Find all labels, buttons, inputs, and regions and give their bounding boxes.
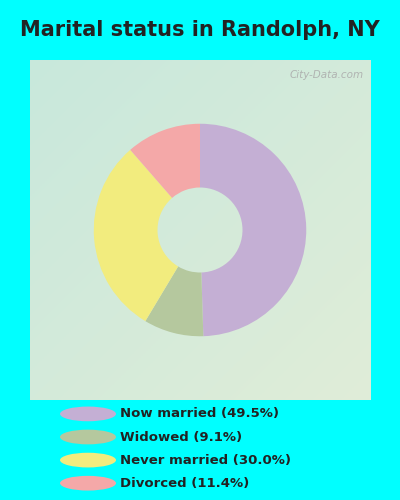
Wedge shape	[200, 124, 306, 336]
Wedge shape	[145, 266, 203, 336]
Text: Widowed (9.1%): Widowed (9.1%)	[120, 430, 242, 444]
Circle shape	[60, 476, 116, 490]
Wedge shape	[130, 124, 200, 198]
Wedge shape	[94, 150, 178, 321]
Circle shape	[60, 406, 116, 421]
Text: City-Data.com: City-Data.com	[289, 70, 363, 80]
Text: Now married (49.5%): Now married (49.5%)	[120, 408, 279, 420]
Text: Divorced (11.4%): Divorced (11.4%)	[120, 476, 249, 490]
Circle shape	[60, 453, 116, 468]
Text: Marital status in Randolph, NY: Marital status in Randolph, NY	[20, 20, 380, 40]
Text: Never married (30.0%): Never married (30.0%)	[120, 454, 291, 466]
Circle shape	[60, 430, 116, 444]
